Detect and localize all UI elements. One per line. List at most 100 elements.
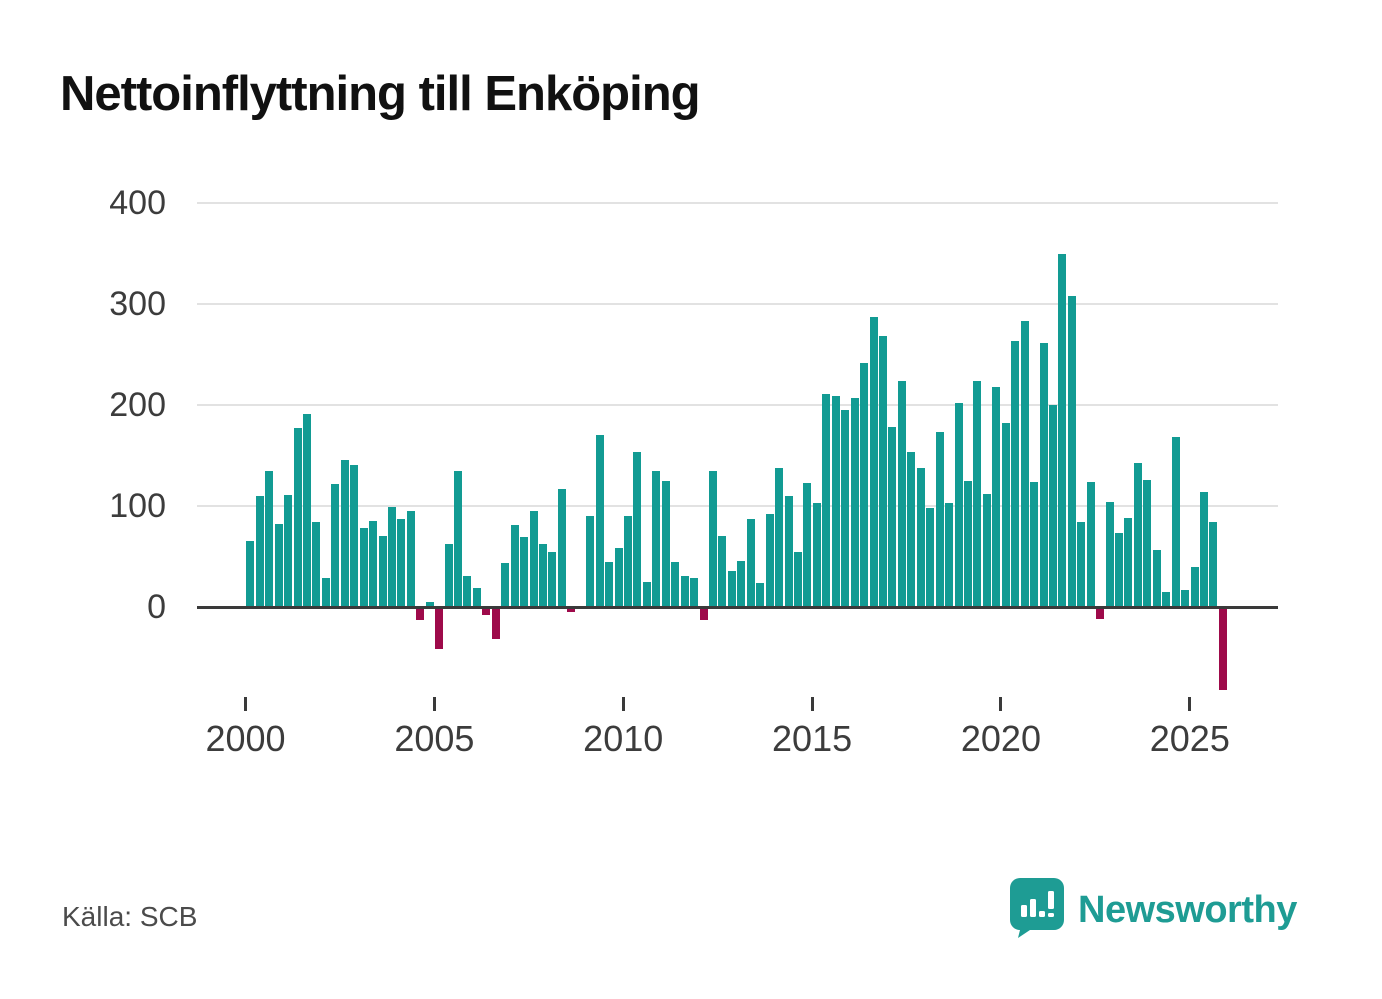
bar — [869, 317, 878, 607]
bar — [935, 432, 944, 607]
x-axis-tick-2005 — [432, 697, 436, 711]
bar — [369, 521, 378, 607]
bar — [926, 508, 935, 607]
bar — [1115, 533, 1124, 607]
bar — [1001, 423, 1010, 607]
bar — [274, 524, 283, 607]
bar — [425, 601, 434, 607]
bar — [737, 560, 746, 607]
bar — [539, 544, 548, 607]
bar — [1096, 609, 1105, 620]
x-axis-line — [197, 606, 1278, 609]
bar — [1048, 405, 1057, 607]
bar — [1152, 550, 1161, 607]
bar — [709, 470, 717, 607]
gridline-200 — [197, 404, 1278, 407]
x-axis-tick-2020 — [999, 697, 1003, 711]
bar — [916, 467, 925, 607]
bar — [312, 522, 321, 607]
bar — [1105, 502, 1114, 607]
bar — [831, 396, 840, 607]
bar — [727, 570, 736, 607]
bar — [1209, 522, 1218, 607]
bar — [1030, 481, 1039, 607]
bar — [1218, 609, 1227, 690]
bar — [614, 548, 623, 607]
bar — [756, 582, 765, 607]
bar — [1077, 522, 1086, 607]
bar — [784, 496, 793, 607]
bar — [482, 609, 491, 616]
bar — [690, 577, 699, 607]
bar — [963, 480, 972, 607]
bar — [1143, 479, 1152, 607]
bar — [982, 493, 991, 607]
y-axis-label-0: 0 — [147, 588, 166, 626]
bar — [397, 519, 406, 607]
bar — [1124, 518, 1133, 607]
bar — [954, 403, 963, 607]
bar — [406, 511, 415, 607]
x-axis-tick-2015 — [810, 697, 814, 711]
bar — [945, 503, 954, 607]
bar — [501, 562, 510, 607]
bar — [973, 380, 982, 607]
x-axis-tick-2010 — [621, 697, 625, 711]
bar — [595, 435, 604, 607]
bar — [265, 470, 274, 607]
bar — [1181, 589, 1190, 607]
bar — [992, 387, 1001, 607]
bar — [907, 451, 916, 607]
bar — [765, 514, 774, 607]
bar — [331, 483, 340, 607]
bar — [878, 335, 887, 607]
bar — [718, 536, 727, 607]
x-axis-label-2005: 2005 — [394, 718, 475, 759]
bar — [897, 380, 906, 607]
bar — [387, 507, 396, 607]
bar — [350, 464, 359, 607]
y-axis-label-200: 200 — [109, 386, 166, 425]
bar — [633, 451, 642, 607]
bar — [321, 577, 330, 607]
bar — [435, 609, 444, 650]
newsworthy-wordmark: Newsworthy — [1078, 889, 1297, 931]
bar — [850, 398, 859, 607]
bar — [1133, 462, 1142, 607]
bar — [841, 410, 850, 607]
bar — [472, 587, 481, 607]
y-axis-label-300: 300 — [109, 285, 166, 324]
bar — [671, 561, 680, 607]
gridline-400 — [197, 202, 1278, 205]
x-axis-tick-2000 — [244, 697, 247, 711]
bar — [642, 581, 651, 607]
bar — [567, 609, 576, 613]
bar — [888, 427, 897, 607]
bar — [246, 541, 255, 607]
bar — [1190, 566, 1199, 607]
bar — [1020, 321, 1029, 607]
bar — [746, 519, 755, 607]
bar — [302, 414, 311, 607]
y-axis-label-400: 400 — [109, 184, 166, 223]
bar — [557, 488, 566, 607]
bar — [775, 467, 784, 607]
bar — [284, 495, 293, 607]
bar — [340, 459, 349, 607]
bar — [510, 525, 519, 607]
bar — [454, 470, 463, 607]
x-axis-tick-2025 — [1188, 697, 1192, 711]
bar — [416, 609, 425, 621]
bar — [1067, 296, 1076, 607]
bar — [586, 516, 595, 607]
bar — [812, 503, 821, 607]
bar — [359, 528, 368, 607]
newsworthy-branding: Newsworthy — [1010, 878, 1297, 943]
bar — [624, 516, 633, 607]
bar — [491, 609, 500, 640]
newsworthy-logo-icon — [1010, 878, 1064, 943]
bar — [1086, 481, 1095, 607]
bar — [1162, 591, 1171, 607]
x-axis-label-2025: 2025 — [1149, 718, 1230, 759]
